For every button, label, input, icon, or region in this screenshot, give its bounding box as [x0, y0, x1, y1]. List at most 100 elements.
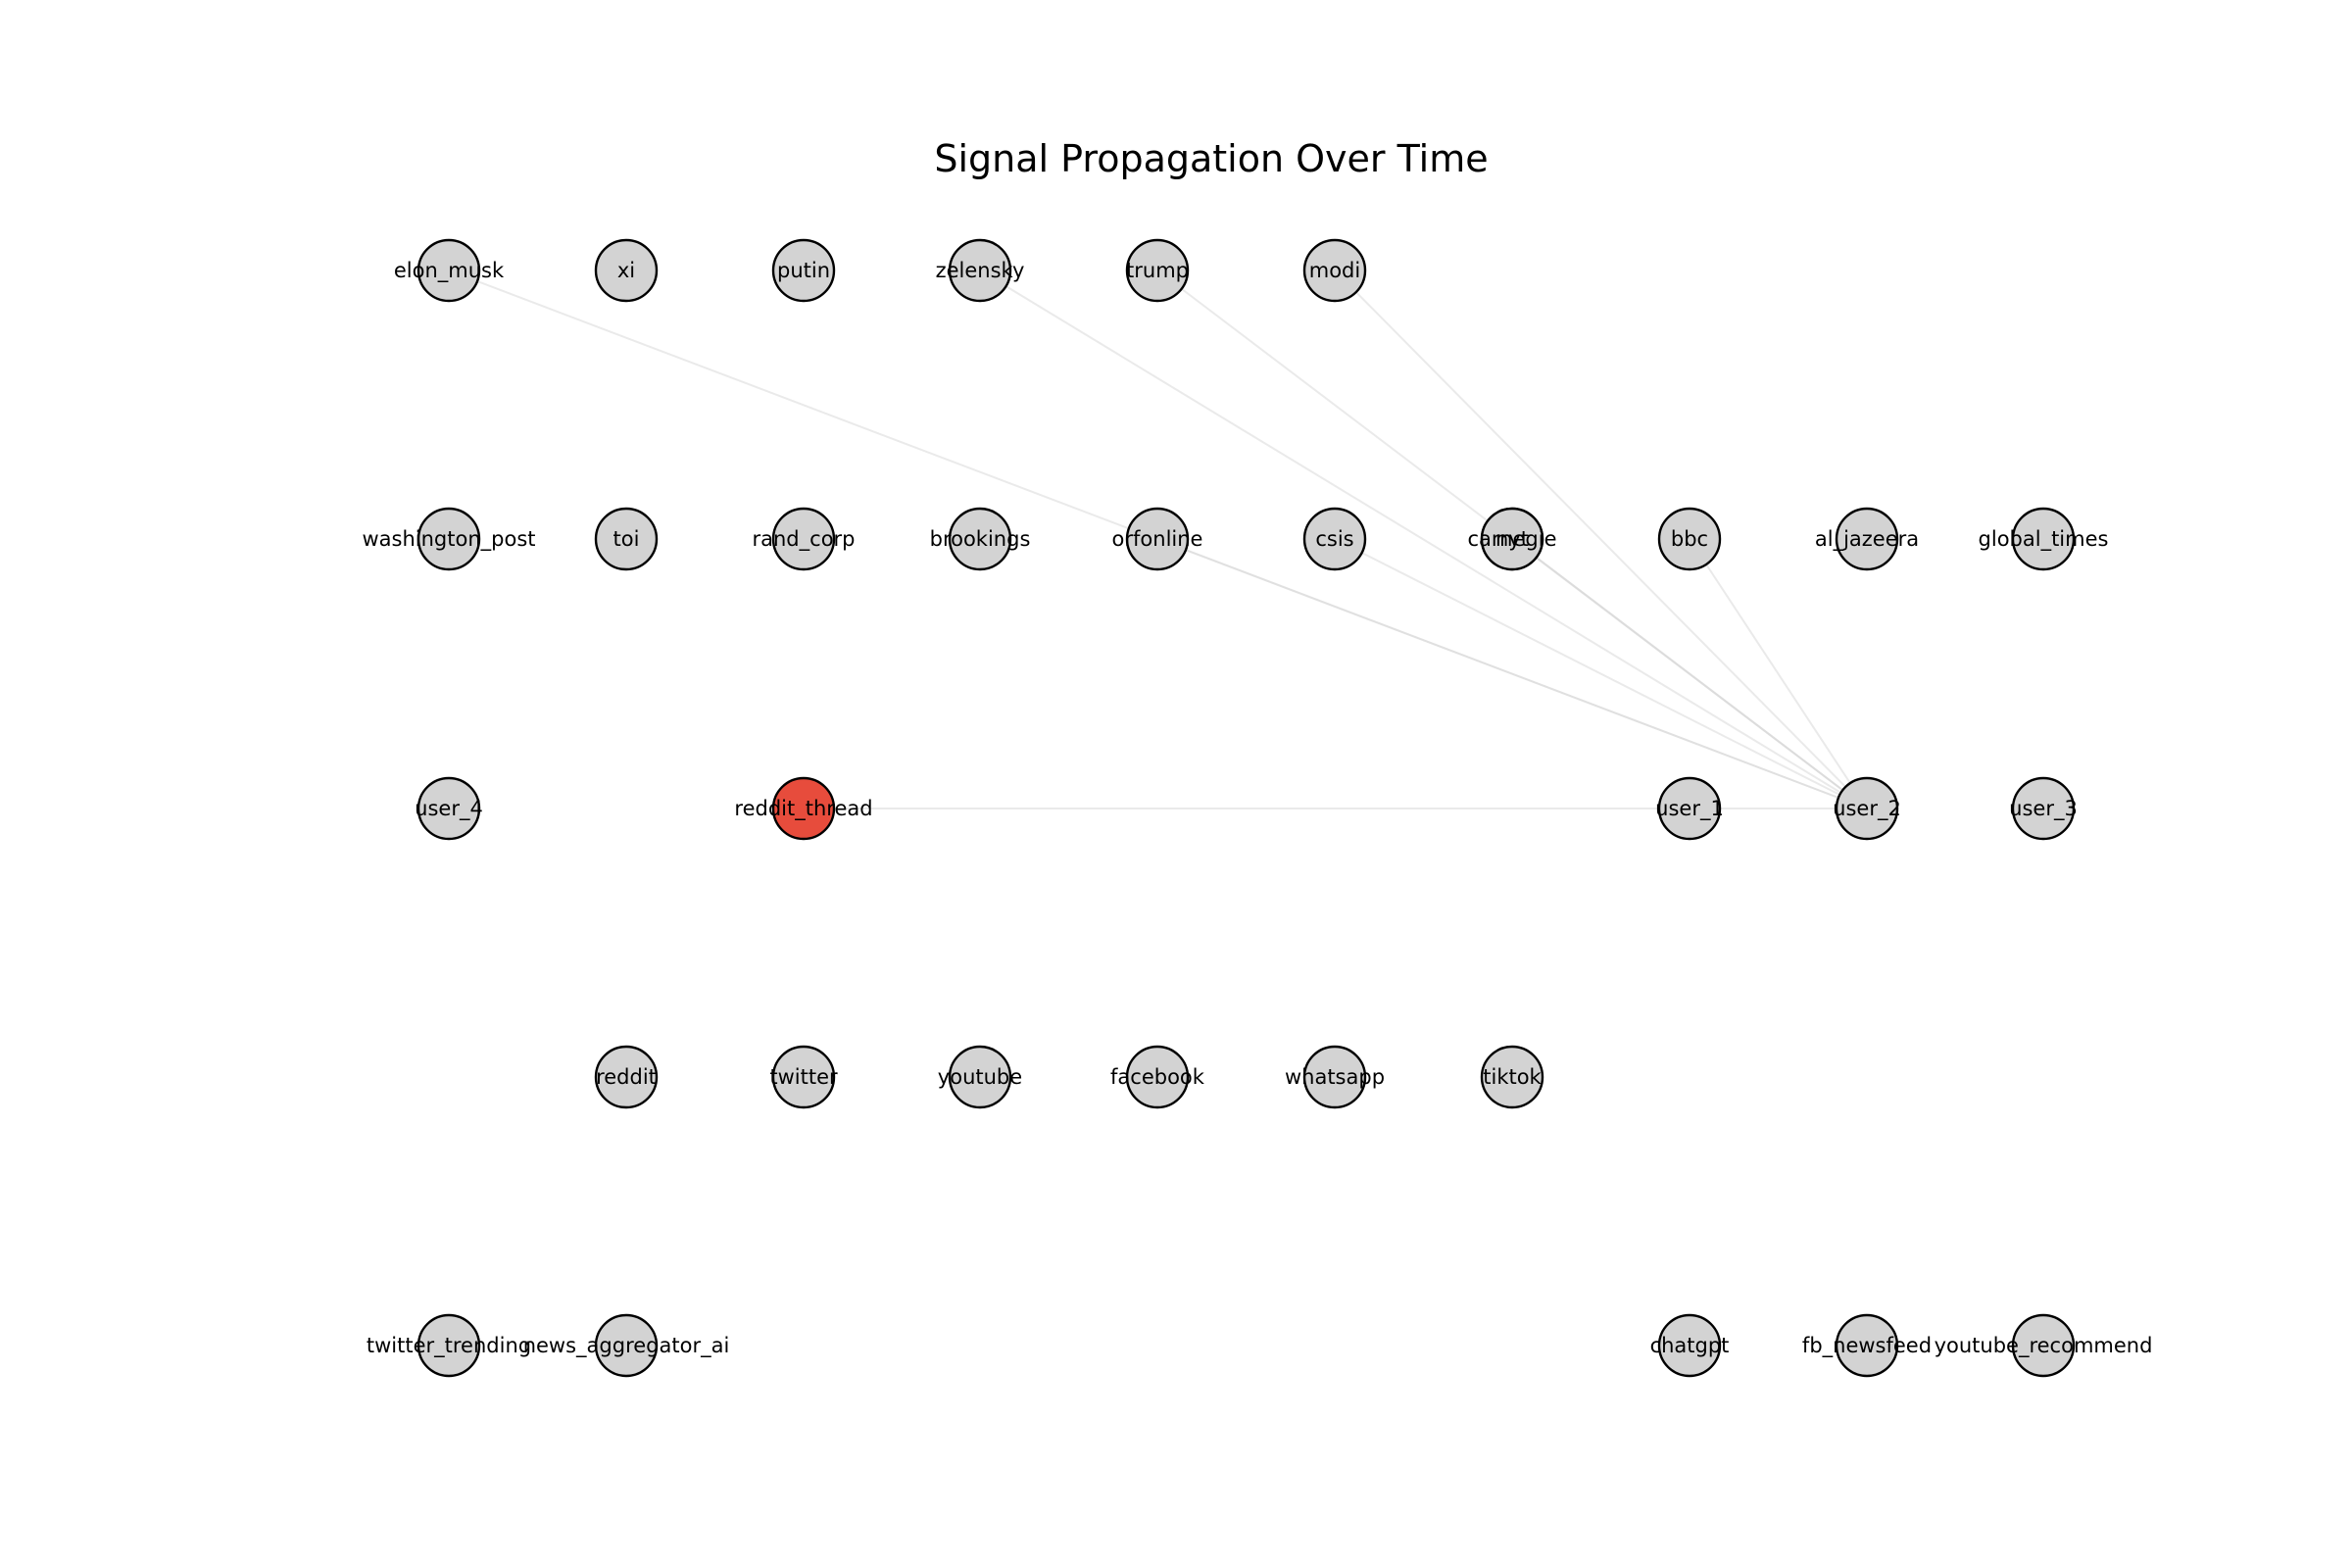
edge-csis-to-user_2 [1334, 538, 1868, 809]
node-al_jazeera [1835, 507, 1899, 571]
node-label-nyt: nyt [1495, 527, 1529, 551]
edge-zelensky-to-user_2 [979, 270, 1868, 809]
node-facebook [1125, 1045, 1190, 1109]
node-label-whatsapp: whatsapp [1285, 1065, 1385, 1089]
node-label-orfonline: orfonline [1112, 527, 1203, 551]
node-label-user_2: user_2 [1833, 797, 1901, 821]
node-circle-user_4 [416, 776, 481, 841]
node-orfonline [1125, 507, 1190, 571]
node-modi [1302, 238, 1367, 303]
node-label-csis: csis [1315, 527, 1353, 551]
node-putin [771, 238, 836, 303]
node-bbc [1657, 507, 1722, 571]
node-label-global_times: global_times [1979, 527, 2109, 552]
node-label-reddit_thread: reddit_thread [734, 797, 872, 821]
node-reddit_thread [771, 776, 836, 841]
node-trump [1125, 238, 1190, 303]
node-circle-rand_corp [771, 507, 836, 571]
node-circle-csis [1302, 507, 1367, 571]
node-nyt [1480, 507, 1544, 571]
node-label-modi: modi [1309, 259, 1360, 282]
node-circle-facebook [1125, 1045, 1190, 1109]
node-circle-reddit [594, 1045, 659, 1109]
node-youtube_recommend [2011, 1313, 2076, 1378]
node-user_2 [1835, 776, 1899, 841]
node-label-zelensky: zelensky [936, 259, 1025, 282]
node-fb_newsfeed [1835, 1313, 1899, 1378]
node-label-washington_post: washington_post [362, 527, 535, 552]
node-label-brookings: brookings [930, 527, 1031, 551]
node-rand_corp [771, 507, 836, 571]
node-label-user_4: user_4 [415, 797, 483, 821]
node-user_3 [2011, 776, 2076, 841]
node-twitter [771, 1045, 836, 1109]
node-zelensky [948, 238, 1012, 303]
node-label-news_aggregator_ai: news_aggregator_ai [523, 1334, 730, 1358]
node-label-bbc: bbc [1671, 527, 1708, 551]
node-circle-putin [771, 238, 836, 303]
edge-bbc-to-user_2 [1689, 538, 1868, 809]
node-label-youtube: youtube [938, 1065, 1022, 1089]
node-circle-xi [594, 238, 659, 303]
node-circle-orfonline [1125, 507, 1190, 571]
node-circle-user_3 [2011, 776, 2076, 841]
node-circle-fb_newsfeed [1835, 1313, 1899, 1378]
node-toi [594, 507, 659, 571]
node-circle-reddit_thread [771, 776, 836, 841]
node-label-fb_newsfeed: fb_newsfeed [1802, 1334, 1932, 1358]
node-circle-youtube_recommend [2011, 1313, 2076, 1378]
node-washington_post [416, 507, 481, 571]
node-elon_musk [416, 238, 481, 303]
node-layer: elon_musk xi putin zelensky trump modi washing… [362, 238, 2153, 1378]
node-label-user_1: user_1 [1655, 797, 1724, 821]
node-circle-user_1 [1657, 776, 1722, 841]
node-circle-whatsapp [1302, 1045, 1367, 1109]
chart-title: Signal Propagation Over Time [934, 137, 1488, 180]
node-label-twitter: twitter [769, 1065, 838, 1089]
node-label-tiktok: tiktok [1483, 1065, 1542, 1089]
node-label-putin: putin [777, 259, 830, 282]
node-tiktok [1480, 1045, 1544, 1109]
node-circle-modi [1302, 238, 1367, 303]
node-circle-news_aggregator_ai [594, 1313, 659, 1378]
node-circle-chatgpt [1657, 1313, 1722, 1378]
node-circle-youtube [948, 1045, 1012, 1109]
node-circle-elon_musk [416, 238, 481, 303]
node-circle-trump [1125, 238, 1190, 303]
node-label-elon_musk: elon_musk [394, 259, 505, 283]
node-circle-bbc [1657, 507, 1722, 571]
node-chatgpt [1657, 1313, 1722, 1378]
node-youtube [948, 1045, 1012, 1109]
node-label-al_jazeera: al_jazeera [1815, 527, 1919, 552]
node-xi [594, 238, 659, 303]
node-whatsapp [1302, 1045, 1367, 1109]
edge-modi-to-user_2 [1334, 270, 1868, 809]
node-label-youtube_recommend: youtube_recommend [1935, 1334, 2153, 1358]
node-label-carnegie: carnegie [1468, 527, 1557, 551]
node-label-xi: xi [617, 259, 635, 282]
node-global_times [2011, 507, 2076, 571]
node-label-facebook: facebook [1110, 1065, 1205, 1089]
node-circle-user_2 [1835, 776, 1899, 841]
node-circle-toi [594, 507, 659, 571]
node-circle-twitter [771, 1045, 836, 1109]
node-circle-global_times [2011, 507, 2076, 571]
edge-nyt-to-user_2 [1511, 538, 1868, 809]
node-label-reddit: reddit [596, 1065, 657, 1089]
node-twitter_trending [416, 1313, 481, 1378]
node-circle-al_jazeera [1835, 507, 1899, 571]
node-brookings [948, 507, 1012, 571]
node-csis [1302, 507, 1367, 571]
node-circle-nyt [1480, 507, 1544, 571]
node-user_1 [1657, 776, 1722, 841]
node-news_aggregator_ai [594, 1313, 659, 1378]
node-label-twitter_trending: twitter_trending [367, 1334, 531, 1358]
node-circle-twitter_trending [416, 1313, 481, 1378]
node-label-toi: toi [613, 527, 640, 551]
node-user_4 [416, 776, 481, 841]
node-reddit [594, 1045, 659, 1109]
node-circle-brookings [948, 507, 1012, 571]
node-circle-tiktok [1480, 1045, 1544, 1109]
node-label-trump: trump [1126, 259, 1189, 282]
